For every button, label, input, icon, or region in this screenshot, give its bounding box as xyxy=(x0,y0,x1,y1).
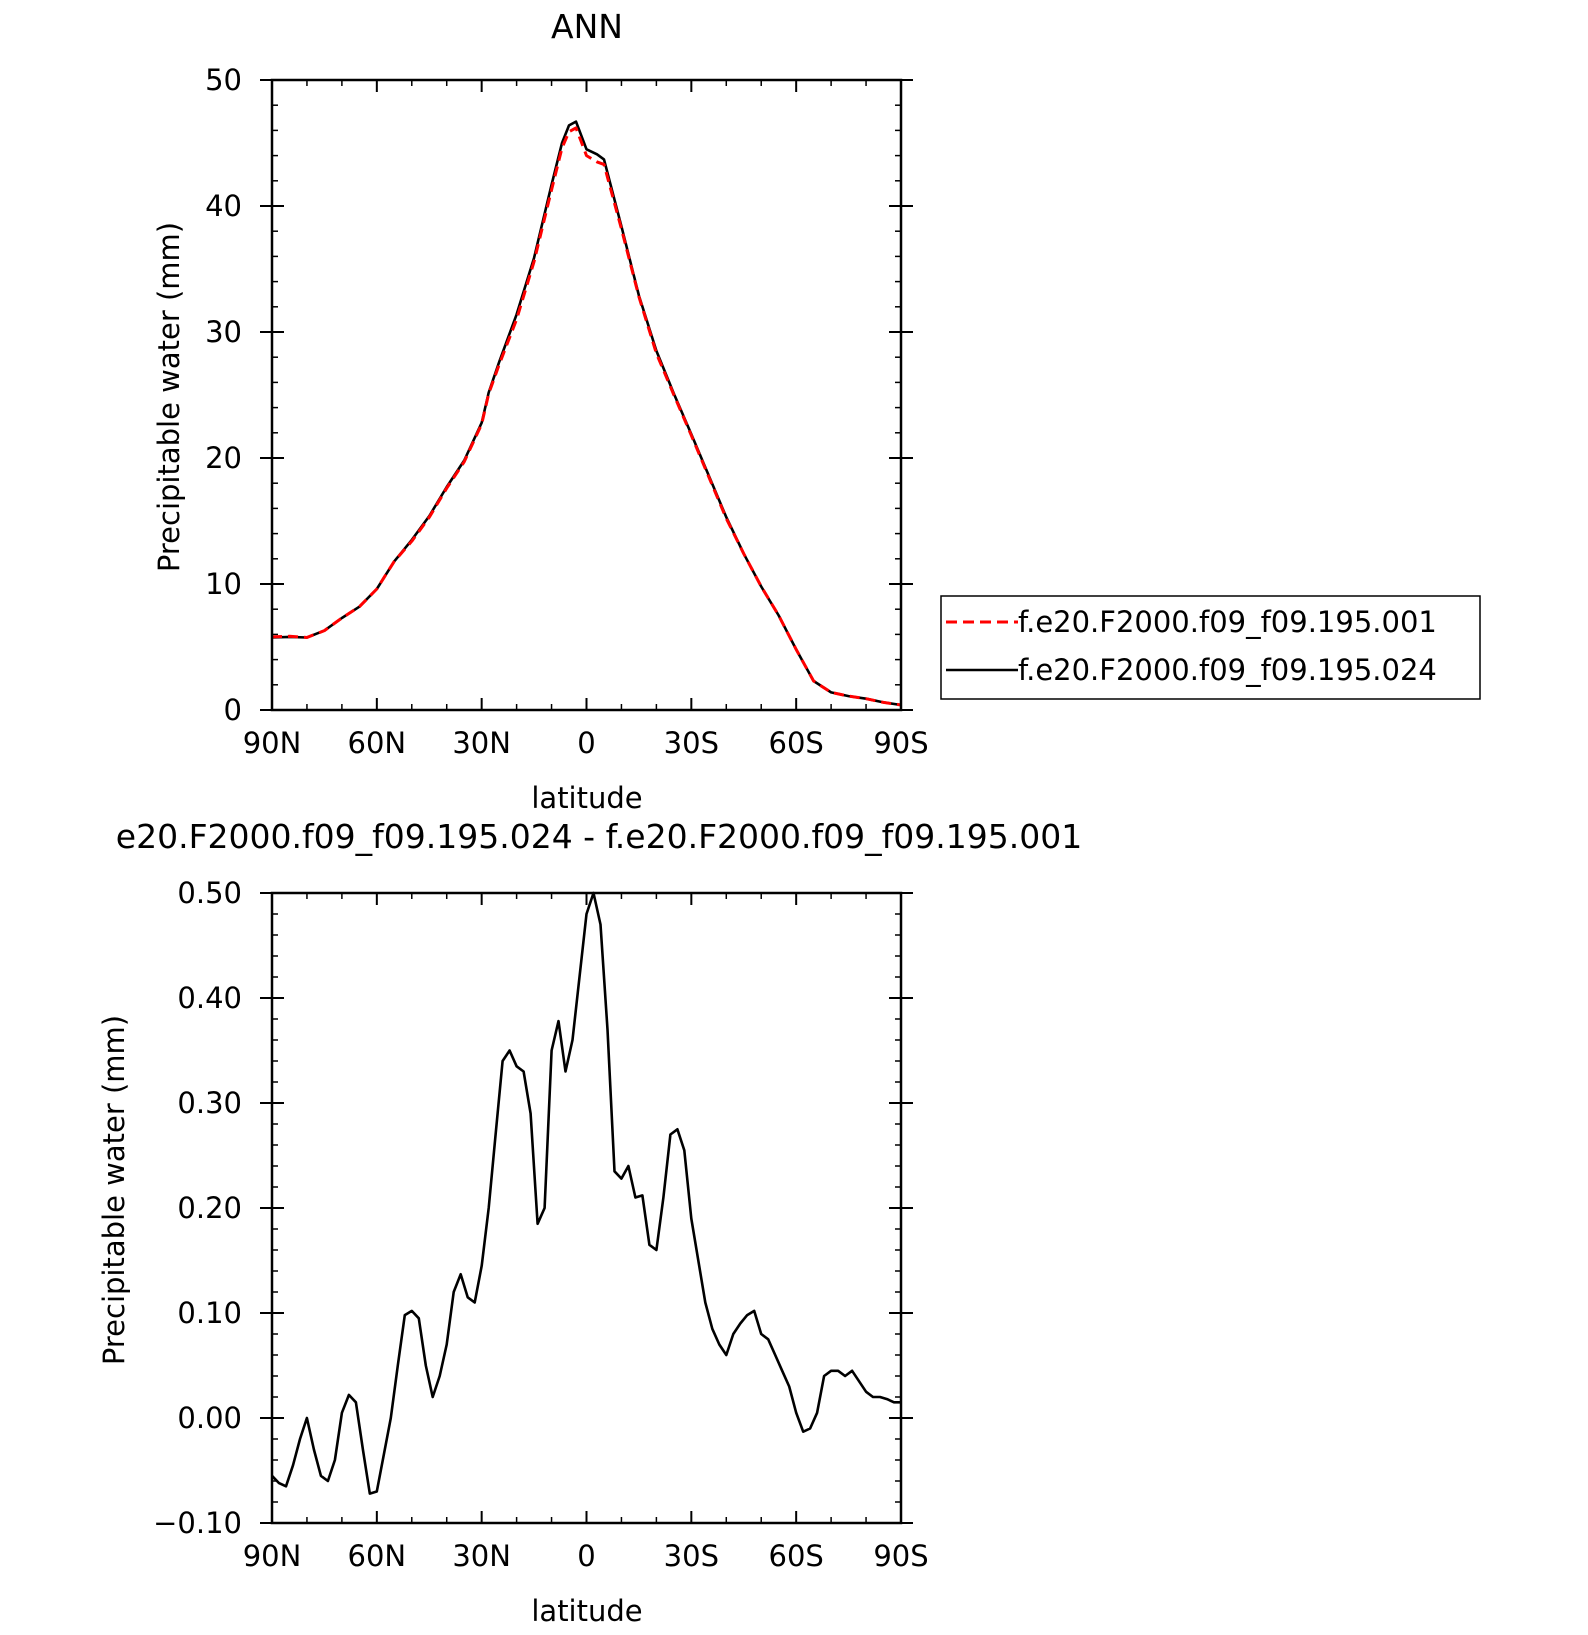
top-x-tick-label: 30S xyxy=(664,726,719,760)
bottom-series-group xyxy=(271,891,901,1495)
bottom-x-axis-label: latitude xyxy=(531,1594,642,1628)
top-x-tick-label: 30N xyxy=(452,726,511,760)
top-y-tick-label: 0 xyxy=(224,693,242,727)
top-x-tick-label: 60S xyxy=(769,726,824,760)
legend: f.e20.F2000.f09_f09.195.001 f.e20.F2000.… xyxy=(940,595,1481,700)
top-plot-frame xyxy=(270,78,903,712)
bottom-y-tick-label: 0.10 xyxy=(177,1296,242,1330)
top-x-tick-label: 0 xyxy=(577,726,595,760)
bottom-y-tick-label: 0.00 xyxy=(177,1401,242,1435)
top-x-tick-label: 90S xyxy=(873,726,928,760)
bottom-y-tick-label: 0.50 xyxy=(177,876,242,910)
bottom-y-tick-label: 0.40 xyxy=(177,981,242,1015)
top-y-tick-label: 30 xyxy=(205,315,242,349)
bottom-x-tick-label: 0 xyxy=(577,1539,595,1573)
top-panel: ANN Precipitable water (mm) latitude 90N… xyxy=(152,7,1481,815)
legend-box xyxy=(940,595,1481,700)
top-chart-title: ANN xyxy=(551,7,623,46)
bottom-x-tick-label: 60N xyxy=(348,1539,407,1573)
bottom-chart-title: e20.F2000.f09_f09.195.024 - f.e20.F2000.… xyxy=(116,817,1082,856)
bottom-x-tick-label: 30S xyxy=(664,1539,719,1573)
bottom-x-tick-label: 30N xyxy=(452,1539,511,1573)
top-series-group xyxy=(271,120,902,707)
bottom-y-tick-label: 0.20 xyxy=(177,1191,242,1225)
legend-label-series-2: f.e20.F2000.f09_f09.195.024 xyxy=(1018,653,1437,687)
top-y-tick-label: 40 xyxy=(205,189,242,223)
top-x-tick-label: 60N xyxy=(348,726,407,760)
bottom-axis-ticks: 90N 60N 30N 0 30S 60S 90S −0.10 0.00 0.10 0.20 0.30… xyxy=(153,876,929,1573)
top-series-line-2 xyxy=(271,120,902,707)
bottom-x-tick-label: 90N xyxy=(243,1539,302,1573)
top-axis-ticks: 90N 60N 30N 0 30S 60S 90S 0 10 20 30 40 50 xyxy=(205,63,929,760)
bottom-plot-frame xyxy=(270,891,903,1525)
bottom-y-tick-label: −0.10 xyxy=(153,1506,242,1540)
top-x-axis-label: latitude xyxy=(531,781,642,815)
bottom-x-tick-label: 60S xyxy=(769,1539,824,1573)
bottom-y-axis-label: Precipitable water (mm) xyxy=(97,1015,131,1365)
top-y-tick-label: 20 xyxy=(205,441,242,475)
bottom-y-tick-label: 0.30 xyxy=(177,1086,242,1120)
top-y-tick-label: 10 xyxy=(205,567,242,601)
top-series-line-1 xyxy=(271,126,902,707)
bottom-panel: e20.F2000.f09_f09.195.024 - f.e20.F2000.… xyxy=(97,817,1082,1628)
top-x-tick-label: 90N xyxy=(243,726,302,760)
top-y-axis-label: Precipitable water (mm) xyxy=(152,222,186,572)
legend-label-series-1: f.e20.F2000.f09_f09.195.001 xyxy=(1018,605,1437,639)
bottom-x-tick-label: 90S xyxy=(873,1539,928,1573)
bottom-series-line-1 xyxy=(271,891,901,1495)
top-y-tick-label: 50 xyxy=(205,63,242,97)
